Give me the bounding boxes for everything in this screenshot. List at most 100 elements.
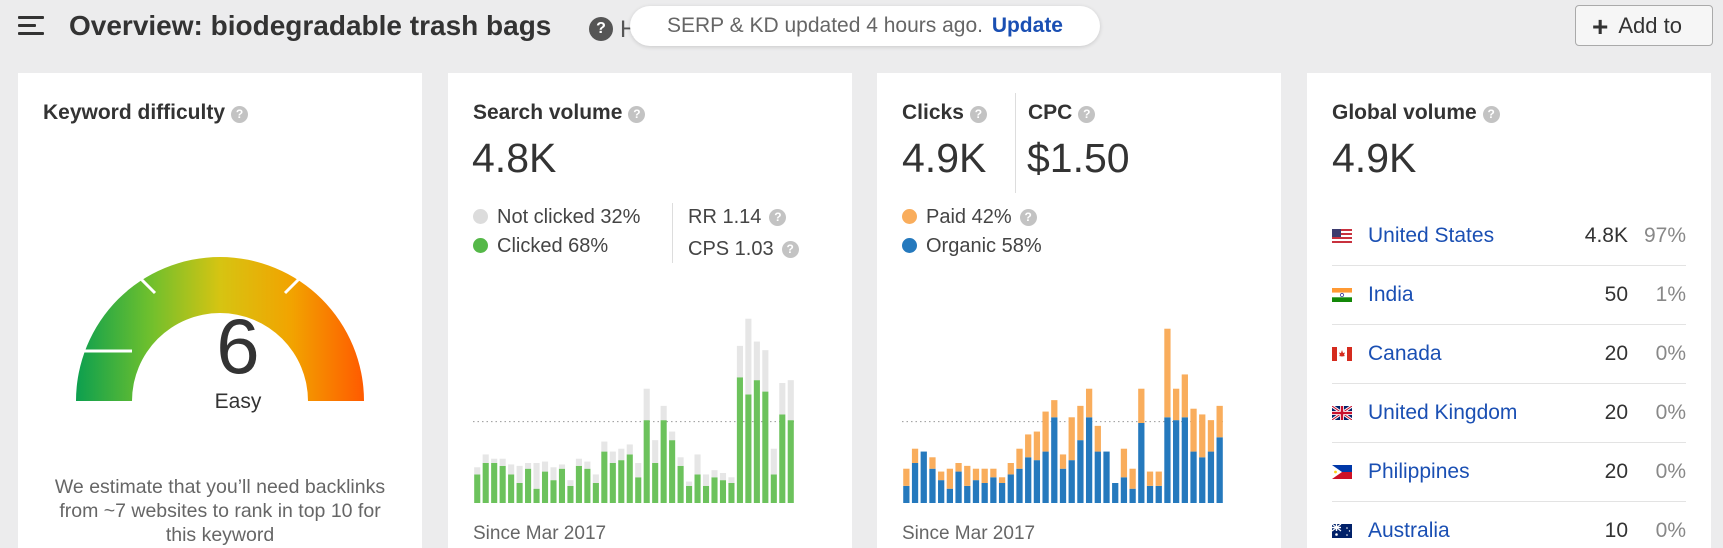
not-clicked-bar (618, 448, 625, 461)
add-to-button[interactable]: + Add to (1575, 5, 1713, 46)
clicked-dot-icon (473, 238, 488, 253)
legend-organic: Organic 58% (902, 235, 1042, 258)
clicked-bar (491, 463, 498, 503)
not-clicked-bar (499, 458, 506, 466)
clicked-bar (643, 420, 650, 503)
paid-bar (1155, 471, 1162, 486)
clicked-bar (694, 474, 701, 503)
organic-bar (946, 488, 953, 503)
gv-title-text: Global volume (1332, 101, 1477, 124)
search-volume-chart (473, 318, 795, 503)
not-clicked-bar (541, 461, 549, 472)
gauge-arc (76, 257, 364, 401)
organic-bar (1068, 460, 1075, 503)
legend-clicked: Clicked 68% (473, 235, 608, 258)
cps-help-icon[interactable]: ? (781, 241, 799, 259)
country-share: 1% (1655, 283, 1686, 306)
not-clicked-bar (686, 481, 693, 486)
organic-bar (1085, 417, 1093, 503)
not-clicked-dot-icon (473, 209, 488, 224)
organic-bar (1216, 437, 1223, 503)
hamburger-menu-icon[interactable] (18, 16, 44, 36)
paid-bar (1068, 417, 1075, 461)
cpc-help-icon[interactable]: ? (1078, 106, 1096, 123)
organic-bar (1042, 451, 1049, 503)
country-volume: 4.8K (1584, 224, 1628, 247)
country-volume: 20 (1604, 401, 1628, 424)
not-clicked-label: Not clicked 32% (497, 206, 641, 228)
clicks-chart (902, 328, 1224, 503)
country-name-link[interactable]: United Kingdom (1368, 401, 1518, 424)
country-list: United States 4.8K 97% India 50 1% Canad… (1332, 207, 1686, 548)
kd-value: 6 (216, 302, 260, 390)
paid-bar (1190, 408, 1197, 452)
country-name-link[interactable]: United States (1368, 224, 1495, 247)
paid-help-icon[interactable]: ? (1019, 209, 1037, 227)
organic-bar (1207, 451, 1215, 503)
clicks-help-icon[interactable]: ? (969, 106, 987, 123)
organic-bar (1059, 468, 1067, 503)
canada-flag-icon (1332, 347, 1352, 361)
country-name-link[interactable]: India (1368, 283, 1414, 306)
country-volume: 20 (1604, 342, 1628, 365)
us-flag-icon (1332, 229, 1352, 243)
organic-bar (1190, 451, 1197, 503)
country-name-link[interactable]: Australia (1368, 519, 1450, 542)
legend-not-clicked: Not clicked 32% (473, 206, 640, 229)
top-bar: Overview: biodegradable trash bags ? H S… (0, 0, 1723, 60)
clicked-bar (601, 451, 608, 503)
india-flag-icon (1332, 288, 1352, 302)
search-volume-card: Search volume? 4.8K Not clicked 32% Clic… (448, 73, 852, 548)
organic-bar (903, 485, 910, 503)
clicked-bar (609, 463, 616, 503)
paid-bar (1181, 374, 1188, 418)
clicked-bar (508, 474, 515, 503)
paid-bar (1146, 471, 1154, 486)
not-clicked-bar (575, 458, 582, 466)
not-clicked-bar (652, 440, 659, 463)
clicked-bar (787, 420, 794, 503)
clicked-bar (686, 485, 693, 503)
country-row: India 50 1% (1332, 266, 1686, 325)
clicked-bar (770, 474, 777, 503)
legend-divider (672, 203, 673, 263)
organic-bar (1129, 488, 1136, 503)
clicked-bar (762, 391, 769, 503)
clicks-cpc-card: Clicks? 4.9K CPC? $1.50 Paid 42%? Organi… (877, 73, 1281, 548)
sv-help-icon[interactable]: ? (628, 106, 646, 123)
not-clicked-bar (474, 467, 481, 475)
organic-bar (1173, 420, 1180, 503)
organic-bar (998, 483, 1006, 503)
clicks-value: 4.9K (902, 135, 987, 181)
page-title: Overview: biodegradable trash bags (69, 10, 552, 41)
organic-bar (1199, 457, 1206, 503)
paid-bar (1007, 463, 1014, 475)
paid-label: Paid 42% (926, 206, 1012, 228)
country-volume: 20 (1604, 460, 1628, 483)
not-clicked-bar (694, 454, 701, 475)
not-clicked-bar (677, 457, 684, 466)
clicked-bar (516, 483, 523, 503)
add-to-label: Add to (1618, 13, 1682, 38)
clicked-bar (499, 465, 506, 503)
rr-label: RR 1.14 (688, 206, 762, 228)
country-name-link[interactable]: Canada (1368, 342, 1442, 365)
rr-help-icon[interactable]: ? (769, 209, 787, 227)
help-icon[interactable]: ? (589, 17, 613, 41)
paid-bar (1042, 411, 1049, 452)
kd-help-icon[interactable]: ? (231, 106, 249, 123)
paid-bar (1016, 448, 1023, 469)
update-link[interactable]: Update (991, 14, 1063, 37)
paid-bar (981, 468, 988, 483)
paid-bar (911, 448, 919, 463)
paid-bar (1051, 400, 1058, 418)
not-clicked-bar (482, 454, 489, 463)
gv-help-icon[interactable]: ? (1482, 106, 1500, 123)
organic-bar (1025, 457, 1032, 503)
cpc-title: CPC? (1028, 101, 1096, 125)
organic-bar (964, 485, 971, 503)
country-name-link[interactable]: Philippines (1368, 460, 1470, 483)
organic-bar (929, 468, 936, 503)
paid-bar (1059, 454, 1067, 469)
kd-title: Keyword difficulty? (43, 101, 249, 125)
